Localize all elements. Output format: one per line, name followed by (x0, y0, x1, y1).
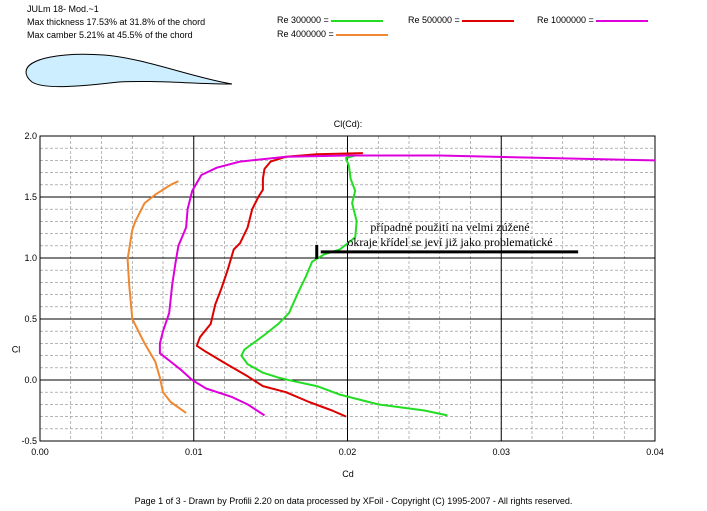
x-axis-label: Cd (342, 469, 354, 479)
y-axis-label: Cl (12, 345, 21, 355)
y-tick-label: 1.0 (24, 253, 37, 263)
legend-item: Re 300000 = (277, 15, 383, 26)
legend-label: Re 500000 = (408, 15, 460, 25)
series-line-4 (126, 180, 187, 414)
legend-item: Re 500000 = (408, 15, 514, 26)
annotation-text: případné použití na velmi zúžené okraje … (310, 220, 590, 250)
chart-legend: Re 300000 = Re 500000 = Re 1000000 = Re 400… (0, 0, 707, 50)
y-tick-label: 0.5 (24, 314, 37, 324)
legend-label: Re 4000000 = (277, 29, 334, 39)
legend-swatch (461, 19, 514, 22)
annotation-line-1: případné použití na velmi zúžené (370, 220, 530, 234)
legend-swatch (330, 19, 383, 22)
legend-swatch (335, 33, 388, 36)
x-tick-label: 0.01 (185, 447, 203, 457)
x-tick-label: 0.03 (492, 447, 510, 457)
chart-title: Cl(Cd): (334, 119, 363, 129)
polar-chart: 0.00 0.01 0.02 0.03 0.04 -0.5 0.0 0.5 1.0 1.5 2.0 C… (12, 119, 664, 479)
legend-label: Re 300000 = (277, 15, 329, 25)
y-tick-label: 2.0 (24, 131, 37, 141)
airfoil-profile-icon (25, 53, 233, 88)
legend-item: Re 1000000 = (537, 15, 648, 26)
series-line-1 (240, 154, 448, 417)
legend-swatch (595, 19, 648, 22)
y-tick-label: -0.5 (21, 436, 37, 446)
series-line-2 (195, 152, 363, 418)
y-tick-label: 0.0 (24, 375, 37, 385)
max-camber-label: Max camber 5.21% at 45.5% of the chord (27, 30, 193, 40)
y-tick-label: 1.5 (24, 192, 37, 202)
series-line-3 (158, 154, 656, 417)
max-thickness-label: Max thickness 17.53% at 31.8% of the cho… (27, 17, 206, 27)
legend-item: Re 4000000 = (277, 29, 388, 40)
plot-frame (39, 135, 656, 442)
x-tick-label: 0.02 (339, 447, 357, 457)
legend-label: Re 1000000 = (537, 15, 594, 25)
x-tick-label: 0.04 (646, 447, 664, 457)
annotation-line-2: okraje křídel se jeví již jako problemat… (347, 235, 553, 249)
x-tick-label: 0.00 (31, 447, 49, 457)
airfoil-name: JULm 18- Mod.~1 (27, 4, 99, 14)
page-footer: Page 1 of 3 - Drawn by Profili 2.20 on d… (134, 496, 573, 506)
